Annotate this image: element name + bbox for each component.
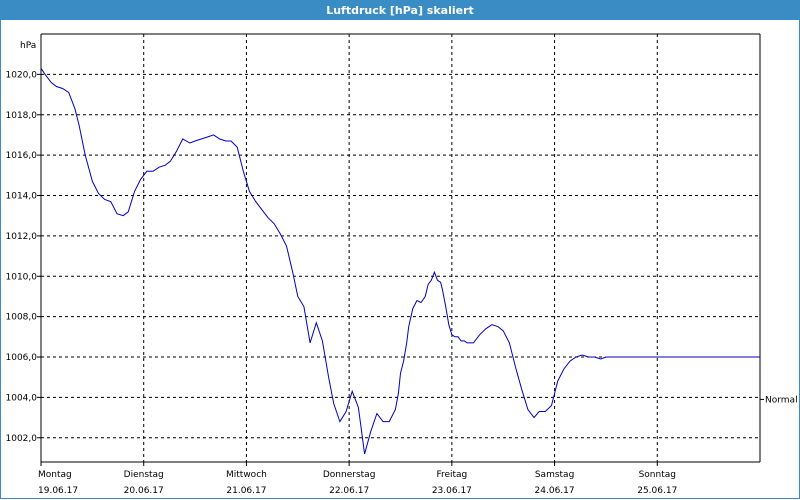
x-tick-date-label: 24.06.17 <box>535 486 575 496</box>
y-tick-label: 1010,0 <box>6 272 38 282</box>
x-tick-day-label: Mittwoch <box>226 470 267 480</box>
y-axis-label: hPa <box>20 41 36 51</box>
y-tick-label: 1012,0 <box>6 232 38 242</box>
axes <box>37 33 764 466</box>
reference-label: Normal <box>765 395 798 405</box>
y-tick-label: 1016,0 <box>6 151 38 161</box>
x-tick-day-label: Samstag <box>535 470 574 480</box>
pressure-line <box>40 68 760 455</box>
series-layer <box>40 68 760 455</box>
x-tick-day-label: Freitag <box>436 470 467 480</box>
chart-title-bar: Luftdruck [hPa] skaliert <box>0 0 800 20</box>
y-tick-label: 1008,0 <box>6 313 38 323</box>
x-tick-day-label: Donnerstag <box>323 470 376 480</box>
y-tick-label: 1014,0 <box>6 192 38 202</box>
x-tick-day-label: Sonntag <box>639 470 676 480</box>
tick-labels: 1002,0 1004,0 1006,0 1008,0 1010,0 1012,0 1014… <box>6 41 798 496</box>
chart-title: Luftdruck [hPa] skaliert <box>326 3 474 17</box>
y-tick-label: 1018,0 <box>6 111 38 121</box>
y-tick-label: 1002,0 <box>6 434 38 444</box>
y-tick-label: 1004,0 <box>6 393 38 403</box>
x-tick-date-label: 25.06.17 <box>637 486 677 496</box>
x-tick-date-label: 22.06.17 <box>329 486 369 496</box>
x-tick-date-label: 23.06.17 <box>432 486 472 496</box>
x-tick-day-label: Montag <box>38 470 72 480</box>
x-tick-date-label: 21.06.17 <box>226 486 266 496</box>
x-tick-date-label: 19.06.17 <box>38 486 78 496</box>
x-tick-day-label: Dienstag <box>124 470 164 480</box>
x-tick-date-label: 20.06.17 <box>124 486 164 496</box>
y-tick-label: 1020,0 <box>6 70 38 80</box>
grid <box>41 34 760 462</box>
y-tick-label: 1006,0 <box>6 353 38 363</box>
